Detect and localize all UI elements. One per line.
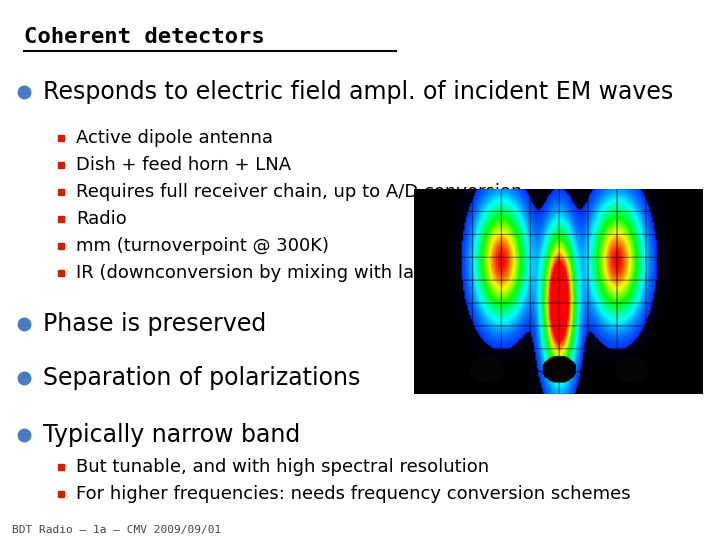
Text: Separation of polarizations: Separation of polarizations bbox=[42, 366, 360, 390]
Text: mm (turnoverpoint @ 300K): mm (turnoverpoint @ 300K) bbox=[76, 237, 329, 255]
Text: But tunable, and with high spectral resolution: But tunable, and with high spectral reso… bbox=[76, 458, 489, 476]
Text: Typically narrow band: Typically narrow band bbox=[42, 423, 300, 447]
Text: Requires full receiver chain, up to A/D conversion: Requires full receiver chain, up to A/D … bbox=[76, 183, 523, 201]
Text: Phase is preserved: Phase is preserved bbox=[42, 312, 266, 336]
Text: Active dipole antenna: Active dipole antenna bbox=[76, 129, 273, 147]
Text: For higher frequencies: needs frequency conversion schemes: For higher frequencies: needs frequency … bbox=[76, 485, 631, 503]
Text: Coherent detectors: Coherent detectors bbox=[24, 27, 265, 47]
Text: BDT Radio – 1a – CMV 2009/09/01: BDT Radio – 1a – CMV 2009/09/01 bbox=[12, 524, 222, 535]
Text: Radio: Radio bbox=[76, 210, 127, 228]
Text: IR (downconversion by mixing with laser LOs): IR (downconversion by mixing with laser … bbox=[76, 264, 488, 282]
Text: Dish + feed horn + LNA: Dish + feed horn + LNA bbox=[76, 156, 291, 174]
Text: Responds to electric field ampl. of incident EM waves: Responds to electric field ampl. of inci… bbox=[42, 80, 673, 104]
